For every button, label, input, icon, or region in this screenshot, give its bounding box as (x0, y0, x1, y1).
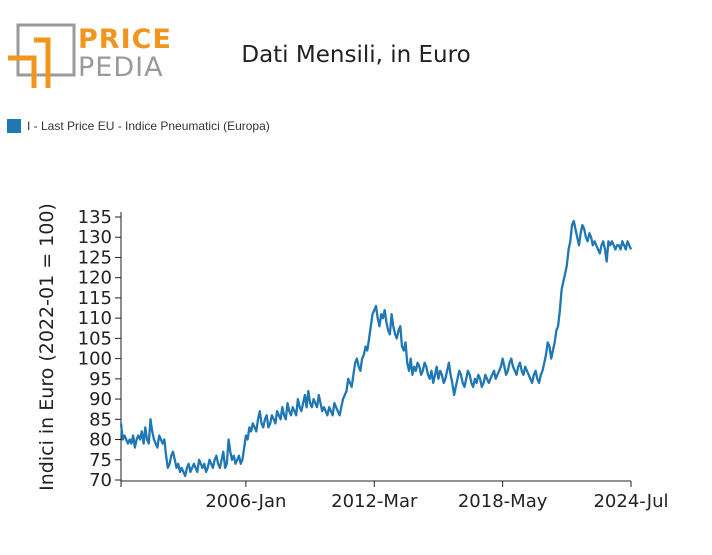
x-tick-label: 2006-Jan (205, 491, 286, 512)
x-tick-label: 2024-Jul (593, 491, 668, 512)
chart-legend[interactable]: I - Last Price EU - Indice Pneumatici (E… (7, 119, 270, 133)
y-tick-label: 110 (78, 308, 112, 329)
pricepedia-logo: PRICE PEDIA (8, 22, 171, 92)
x-axis: 2006-Jan 2012-Mar 2018-May 2024-Jul (120, 481, 669, 512)
x-tick-label: 2018-May (458, 491, 548, 512)
y-tick-label: 80 (89, 430, 112, 451)
y-tick-label: 125 (78, 247, 112, 268)
y-tick-label: 105 (78, 328, 112, 349)
y-tick-label: 70 (89, 470, 112, 491)
legend-label: I - Last Price EU - Indice Pneumatici (E… (27, 119, 270, 133)
y-tick-label: 95 (89, 369, 112, 390)
y-axis-title: Indici in Euro (2022-01 = 100) (36, 203, 58, 491)
y-tick-label: 120 (78, 268, 112, 289)
y-tick-label: 90 (89, 389, 112, 410)
x-tick-label: 2012-Mar (331, 491, 418, 512)
series-line-indice-pneumatici[interactable] (119, 219, 633, 478)
y-tick-label: 75 (89, 450, 112, 471)
logo-word-price: PRICE (78, 24, 172, 55)
chart-title: Dati Mensili, in Euro (241, 42, 471, 68)
legend-swatch (7, 119, 21, 133)
y-tick-label: 135 (78, 207, 112, 228)
logo-mark (8, 23, 76, 88)
y-tick-label: 115 (78, 288, 112, 309)
logo-word-pedia: PEDIA (78, 52, 164, 83)
y-tick-label: 85 (89, 409, 112, 430)
y-tick-label: 100 (78, 349, 112, 370)
y-tick-label: 130 (78, 227, 112, 248)
